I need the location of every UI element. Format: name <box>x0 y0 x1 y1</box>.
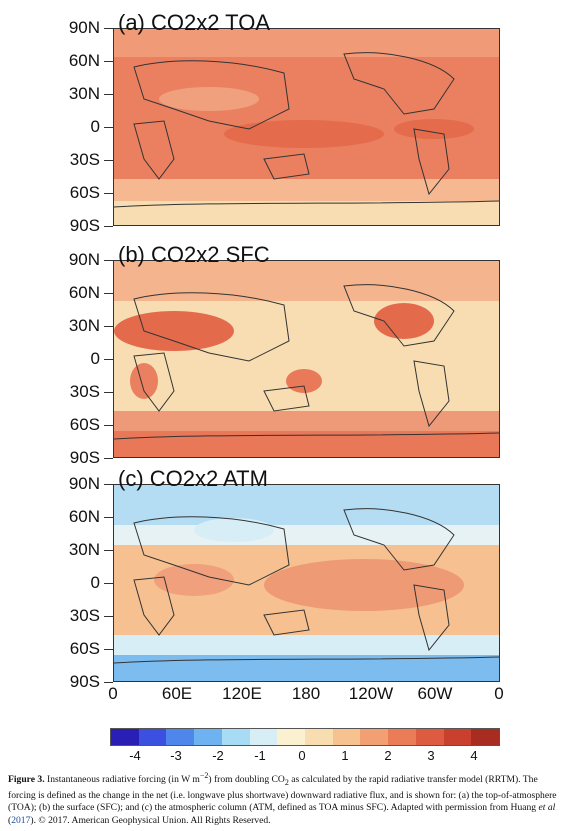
colorbar-swatch <box>388 729 416 745</box>
lat-tick <box>104 193 113 194</box>
colorbar-swatch <box>360 729 389 745</box>
lat-tick <box>104 127 113 128</box>
colorbar-label: 4 <box>470 748 478 763</box>
lat-tick <box>104 616 113 617</box>
lat-tick <box>104 550 113 551</box>
lat-label: 30N <box>68 316 100 335</box>
lat-tick <box>104 260 113 261</box>
lat-label: 60N <box>68 507 100 526</box>
lat-label: 0 <box>90 349 100 368</box>
caption-text: Instantaneous radiative forcing (in W m <box>44 774 200 786</box>
panel-title: (c) CO2x2 ATM <box>118 466 268 491</box>
lat-label: 0 <box>90 573 100 592</box>
lat-label: 30N <box>68 540 100 559</box>
caption-sub: 2 <box>284 778 289 788</box>
lat-tick <box>104 517 113 518</box>
map-atm <box>113 484 500 682</box>
colorbar-swatch <box>277 729 306 745</box>
caption-sup: −2 <box>199 771 209 780</box>
lat-label: 30S <box>69 606 100 625</box>
lat-tick <box>104 326 113 327</box>
caption-text: as calculated by the rapid radiative tra… <box>8 774 557 814</box>
lat-label: 60S <box>69 415 100 434</box>
panel-title: (a) CO2x2 TOA <box>118 10 271 35</box>
lat-label: 30S <box>69 150 100 169</box>
lat-label: 60S <box>69 183 100 202</box>
lat-tick <box>104 458 113 459</box>
lat-label: 90S <box>69 672 100 691</box>
colorbar-swatch <box>471 729 500 745</box>
colorbar-swatch <box>166 729 195 745</box>
lat-label: 90S <box>69 216 100 235</box>
lon-label: 0 <box>108 684 118 703</box>
map-toa-image <box>114 29 499 225</box>
lon-label: 120E <box>222 684 262 703</box>
lat-label: 60N <box>68 283 100 302</box>
colorbar-swatch <box>415 729 444 745</box>
lon-label: 120W <box>348 684 394 703</box>
map-sfc-image <box>114 261 499 457</box>
colorbar-label: -4 <box>129 748 141 763</box>
citation-link[interactable]: 2017 <box>11 814 31 826</box>
lat-tick <box>104 94 113 95</box>
lat-tick <box>104 28 113 29</box>
lat-label: 60S <box>69 639 100 658</box>
lat-label: 90N <box>68 474 100 493</box>
caption-etal: et al <box>538 802 556 814</box>
lat-tick <box>104 649 113 650</box>
colorbar-swatch <box>249 729 278 745</box>
colorbar-swatch <box>111 729 139 745</box>
colorbar-swatch <box>138 729 167 745</box>
colorbar-swatch <box>194 729 222 745</box>
colorbar-label: 3 <box>427 748 435 763</box>
colorbar-label: -2 <box>212 748 224 763</box>
panel-atm: (c) CO2x2 ATM <box>0 466 571 700</box>
caption-text: ). © 2017. American Geophysical Union. A… <box>30 814 271 826</box>
figure-label: Figure 3. <box>8 774 45 786</box>
longitude-axis: 0 60E 120E 180 120W 60W 0 <box>0 684 571 714</box>
lat-tick <box>104 359 113 360</box>
colorbar-swatch <box>332 729 361 745</box>
colorbar-swatch <box>221 729 250 745</box>
lon-label: 180 <box>291 684 321 703</box>
panel-sfc: (b) CO2x2 SFC <box>0 242 571 476</box>
colorbar <box>110 728 500 746</box>
lat-tick <box>104 583 113 584</box>
lat-tick <box>104 226 113 227</box>
lat-label: 60N <box>68 51 100 70</box>
colorbar-swatch <box>443 729 472 745</box>
lat-tick <box>104 484 113 485</box>
lat-label: 30S <box>69 382 100 401</box>
caption-text: ( <box>8 814 12 826</box>
panel-toa: (a) CO2x2 TOA <box>0 10 571 244</box>
lon-label: 60E <box>161 684 193 703</box>
lat-label: 90S <box>69 448 100 467</box>
lat-label: 30N <box>68 84 100 103</box>
colorbar-label: 1 <box>341 748 349 763</box>
lat-label: 90N <box>68 18 100 37</box>
lat-tick <box>104 293 113 294</box>
lat-label: 90N <box>68 250 100 269</box>
panel-title: (b) CO2x2 SFC <box>118 242 270 267</box>
lat-tick <box>104 160 113 161</box>
caption-text: ) from doubling CO <box>208 774 285 786</box>
map-sfc <box>113 260 500 458</box>
colorbar-label: -1 <box>254 748 266 763</box>
map-toa <box>113 28 500 226</box>
lon-label: 0 <box>494 684 504 703</box>
lat-tick <box>104 682 113 683</box>
colorbar-label: 2 <box>384 748 392 763</box>
lon-label: 60W <box>417 684 453 703</box>
map-atm-image <box>114 485 499 681</box>
lat-label: 0 <box>90 117 100 136</box>
colorbar-label: 0 <box>298 748 306 763</box>
figure-caption: Figure 3. Instantaneous radiative forcin… <box>8 770 564 827</box>
colorbar-swatch <box>305 729 333 745</box>
colorbar-label: -3 <box>170 748 182 763</box>
lat-tick <box>104 61 113 62</box>
lat-tick <box>104 392 113 393</box>
lat-tick <box>104 425 113 426</box>
